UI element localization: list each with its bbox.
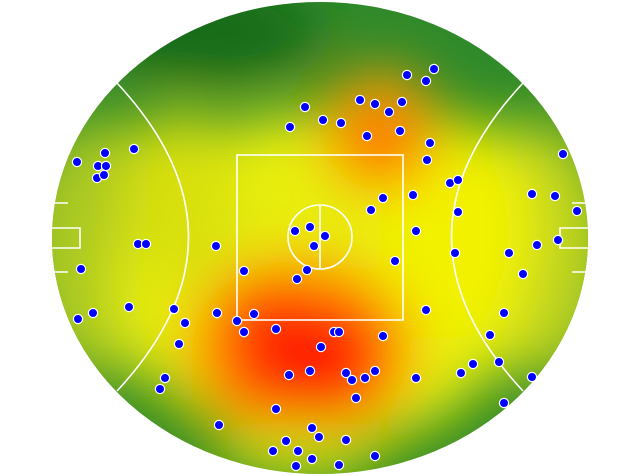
point [291,273,303,285]
point [420,75,432,87]
point [407,189,419,201]
point [377,330,389,342]
point [526,188,538,200]
point [317,114,329,126]
point [306,453,318,465]
point [315,341,327,353]
point [493,356,505,368]
point [361,130,373,142]
point [308,240,320,252]
point [449,247,461,259]
point [283,369,295,381]
point [383,106,395,118]
point [335,117,347,129]
point [346,374,358,386]
point [98,169,110,181]
point [410,225,422,237]
point [319,230,331,242]
point [238,265,250,277]
point [340,367,352,379]
point [333,459,345,471]
point [517,268,529,280]
point [424,137,436,149]
point [531,239,543,251]
point [410,372,422,384]
point [401,69,413,81]
point [503,247,515,259]
point [369,98,381,110]
point [359,372,371,384]
point [313,431,325,443]
point [396,96,408,108]
point [75,263,87,275]
point [72,313,84,325]
point [498,307,510,319]
point [333,326,345,338]
point [369,365,381,377]
point [280,435,292,447]
point [248,308,260,320]
point [552,234,564,246]
point [168,303,180,315]
point [304,365,316,377]
point [210,240,222,252]
point [428,63,440,75]
point [284,121,296,133]
point [128,143,140,155]
point [365,204,377,216]
point [467,358,479,370]
point [267,445,279,457]
point [394,125,406,137]
point [270,323,282,335]
point [123,301,135,313]
point [452,206,464,218]
point [289,225,301,237]
point [292,445,304,457]
point [159,372,171,384]
point [179,317,191,329]
point [455,367,467,379]
point [306,422,318,434]
point [270,403,282,415]
point [290,460,302,472]
point [299,101,311,113]
point [71,156,83,168]
point [140,238,152,250]
point [557,148,569,160]
point [571,205,583,217]
point [173,338,185,350]
point [526,371,538,383]
point [100,160,112,172]
point [99,147,111,159]
point [238,326,250,338]
point [304,221,316,233]
point [420,304,432,316]
point [421,154,433,166]
point [354,94,366,106]
point [484,329,496,341]
point [369,450,381,462]
point [549,190,561,202]
point [340,434,352,446]
point [231,315,243,327]
point [211,307,223,319]
point [350,392,362,404]
point [213,419,225,431]
point [452,174,464,186]
point [377,192,389,204]
point [154,383,166,395]
point [389,255,401,267]
point [87,307,99,319]
point [301,264,313,276]
point [498,397,510,409]
